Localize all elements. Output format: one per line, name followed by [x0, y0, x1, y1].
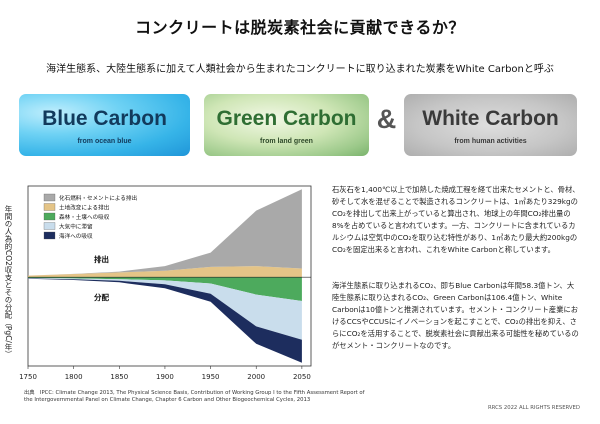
page-subtitle: 海洋生態系、大陸生態系に加えて人類社会から生まれたコンクリートに取り込まれた炭素…	[46, 64, 554, 75]
card-sub: from human activities	[454, 138, 527, 145]
sink-label: 分配	[94, 292, 109, 302]
x-tick-label: 1900	[156, 373, 174, 381]
blue-carbon-card: Blue Carbon from ocean blue	[19, 94, 190, 156]
series-area-1	[28, 266, 302, 278]
legend-label: 土地改変による排出	[59, 204, 109, 212]
legend-swatch	[43, 193, 56, 202]
x-tick-label: 1850	[110, 373, 128, 381]
legend-label: 森林・土壌への吸収	[59, 213, 110, 221]
legend-label: 化石燃料・セメントによる排出	[59, 194, 137, 202]
body-paragraph-1: 石灰石を1,400℃以上で加熱した焼成工程を経て出来たセメントと、骨材、砂そして…	[332, 185, 580, 254]
emission-label: 排出	[94, 254, 109, 264]
card-name: Blue Carbon	[42, 107, 167, 130]
carbon-budget-chart: 化石燃料・セメントによる排出 土地改変による排出 森林・土壌への吸収 大気中に滞留 海洋…	[16, 182, 318, 384]
copyright: RRCS 2022 ALL RIGHTS RESERVED	[487, 405, 580, 411]
x-tick-label: 1950	[202, 373, 220, 381]
x-tick-label: 1750	[19, 373, 37, 381]
page-title: コンクリートは脱炭素社会に貢献できるか？	[135, 18, 465, 37]
card-sub: from land green	[260, 138, 313, 145]
x-tick-label: 2050	[293, 373, 311, 381]
legend-label: 大気中に滞留	[59, 223, 93, 231]
legend-swatch	[43, 222, 56, 230]
card-sub: from ocean blue	[77, 138, 132, 145]
series-area-3	[28, 278, 302, 340]
legend-swatch	[43, 231, 56, 240]
card-name: Green Carbon	[216, 107, 357, 130]
legend-swatch	[43, 203, 56, 211]
legend-swatch	[43, 212, 56, 221]
series-area-4	[28, 278, 302, 363]
green-carbon-card: Green Carbon from land green	[204, 94, 369, 156]
chart-svg: 化石燃料・セメントによる排出土地改変による排出森林・土壌への吸収大気中に滞留海洋…	[19, 185, 312, 381]
card-name: White Carbon	[422, 107, 559, 130]
chart-y-axis-label: 年間の人為的CO2収支とその分配（PgC/年）	[4, 204, 13, 358]
x-tick-label: 1800	[65, 373, 83, 381]
x-tick-label: 2000	[247, 373, 265, 381]
series-area-2	[28, 277, 302, 301]
legend-label: 海洋への吸収	[59, 232, 93, 240]
ampersand: &	[376, 104, 397, 134]
body-paragraph-2: 海洋生態系に取り込まれるCO₂、即ちBlue Carbonは年間58.3億トン、…	[332, 281, 579, 350]
white-carbon-card: White Carbon from human activities	[404, 94, 577, 156]
source-citation: 出典 IPCC: Climate Change 2013, The Physic…	[24, 390, 365, 403]
series-area-0	[28, 189, 302, 276]
